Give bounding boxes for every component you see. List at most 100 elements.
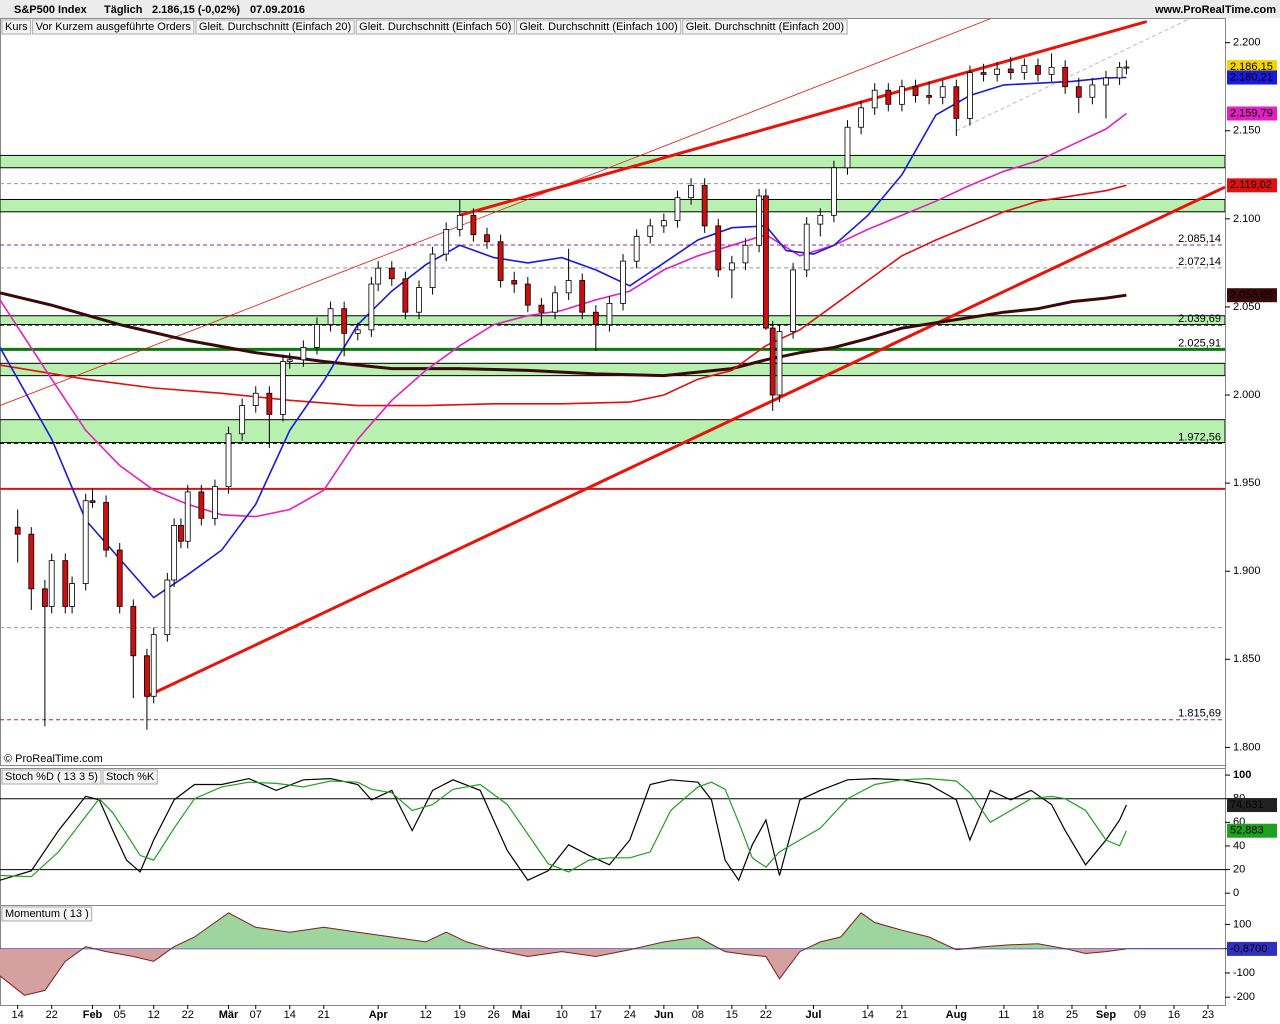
- y-tick-label: 2.050: [1233, 301, 1261, 313]
- candle-body: [239, 405, 246, 435]
- candle-body: [871, 89, 878, 109]
- x-tick-label: Apr: [369, 1009, 389, 1021]
- candle-body: [647, 225, 654, 237]
- x-tick-label: Aug: [946, 1009, 967, 1021]
- candle-body: [416, 287, 422, 313]
- price-box: [1227, 798, 1277, 813]
- y-tick-label: 1.850: [1233, 653, 1261, 665]
- candle-body: [592, 311, 599, 325]
- legend-label: Stoch %D ( 13 3 5): [5, 771, 98, 783]
- price-box-label: 74,631: [1230, 799, 1264, 811]
- candle-body: [1123, 66, 1130, 69]
- candle-body: [164, 579, 171, 636]
- series-line: [0, 112, 1127, 518]
- legend-box: [195, 19, 355, 35]
- x-tick-label: 24: [624, 1009, 636, 1021]
- x-tick-label: 14: [284, 1009, 296, 1021]
- y-tick-label: 100: [1233, 769, 1251, 781]
- candle-body: [742, 244, 749, 264]
- candle-body: [858, 107, 865, 128]
- candle-body: [728, 262, 735, 271]
- x-tick-label: 21: [896, 1009, 908, 1021]
- quote: 2.186,15 (-0,02%): [152, 4, 240, 16]
- candle-body: [429, 253, 436, 288]
- support-zone: [0, 154, 1225, 169]
- x-tick-label: 22: [760, 1009, 772, 1021]
- x-tick-label: 08: [692, 1009, 704, 1021]
- candle-body: [116, 549, 123, 607]
- x-tick-label: Mär: [219, 1009, 239, 1021]
- x-tick-label: Mai: [512, 1009, 530, 1021]
- candle-body: [980, 72, 987, 75]
- area-part: [0, 948, 1127, 996]
- x-tick-label: 19: [454, 1009, 466, 1021]
- x-tick-label: 05: [114, 1009, 126, 1021]
- x-tick-label: Jul: [806, 1009, 822, 1021]
- candle-body: [150, 634, 157, 697]
- candle-body: [817, 214, 824, 225]
- candle-body: [456, 214, 463, 230]
- candle-body: [171, 524, 178, 581]
- legend-box: [102, 769, 158, 785]
- candle-body: [912, 86, 919, 96]
- candle-body: [1035, 65, 1041, 75]
- candle-body: [470, 214, 477, 236]
- candle-body: [375, 267, 382, 285]
- candle-body: [354, 329, 361, 334]
- legend-label: Gleit. Durchschnitt (Einfach 100): [519, 21, 677, 33]
- legend-box: [515, 19, 682, 35]
- candle-body: [252, 392, 259, 406]
- x-tick-label: 18: [1032, 1009, 1044, 1021]
- candle-body: [402, 278, 409, 313]
- level-label: 1.815,69: [1178, 708, 1221, 720]
- candle-body: [926, 95, 933, 98]
- y-tick-label: 1.800: [1233, 741, 1261, 753]
- candle-body: [830, 167, 837, 216]
- candle-body: [994, 68, 1001, 75]
- candle-body: [953, 86, 960, 119]
- header-bar: [0, 0, 1280, 18]
- candle-body: [674, 197, 681, 222]
- panel-frame: [0, 905, 1226, 1006]
- candle-body: [899, 86, 905, 105]
- candle-body: [178, 524, 184, 542]
- candle-body: [688, 184, 694, 199]
- candle-body: [266, 392, 273, 415]
- candle-body: [524, 283, 531, 306]
- candle-body: [184, 491, 191, 542]
- series-line: [0, 291, 1127, 378]
- support-zone: [0, 419, 1225, 444]
- candle-body: [300, 347, 307, 361]
- y-tick-label: 40: [1233, 840, 1245, 852]
- candle-body: [41, 588, 48, 607]
- candle-body: [212, 486, 218, 519]
- x-tick-label: 07: [250, 1009, 262, 1021]
- x-tick-label: 15: [726, 1009, 738, 1021]
- y-tick-label: 1.900: [1233, 565, 1261, 577]
- candle-body: [660, 220, 667, 227]
- candle-body: [82, 500, 89, 584]
- price-box: [1227, 288, 1277, 303]
- candle-body: [225, 433, 232, 488]
- candle-body: [579, 280, 586, 313]
- candle-body: [327, 308, 334, 325]
- legend-label: Gleit. Durchschnitt (Einfach 20): [199, 21, 351, 33]
- x-tick-label: 14: [12, 1009, 24, 1021]
- x-tick-label: Feb: [83, 1009, 103, 1021]
- title: S&P500 Index: [14, 4, 88, 16]
- price-box: [1227, 941, 1277, 956]
- candle-body: [1062, 66, 1069, 88]
- candle-body: [62, 560, 69, 607]
- y-tick-label: -100: [1233, 967, 1255, 979]
- legend-box: [1, 769, 102, 785]
- series-line: [0, 76, 1127, 599]
- candle-body: [511, 280, 518, 285]
- trend-line: [459, 20, 1148, 217]
- candle-body: [769, 327, 776, 396]
- candle-body: [1048, 66, 1055, 75]
- candle-body: [844, 126, 851, 169]
- legend-box: [1, 906, 93, 922]
- y-tick-label: -200: [1233, 991, 1255, 1003]
- site: www.ProRealTime.com: [1154, 4, 1276, 16]
